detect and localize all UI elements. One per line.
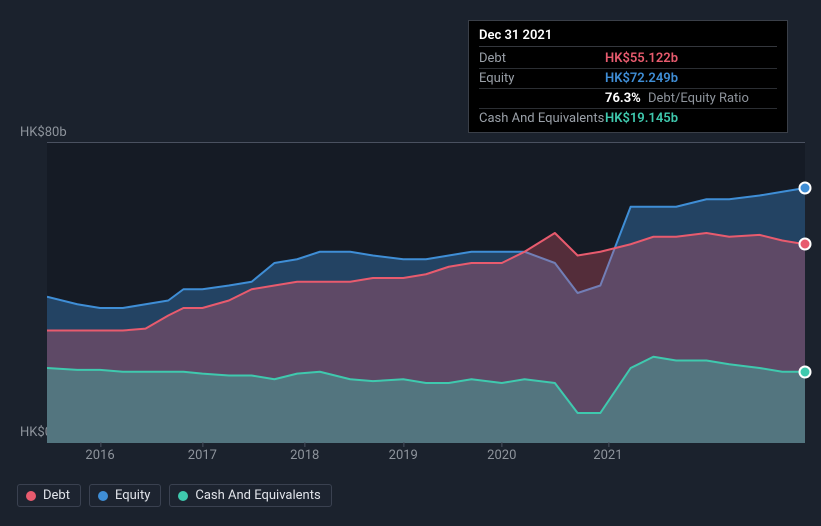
- endpoint-debt: [799, 238, 812, 251]
- tooltip-ratio-value: 76.3%: [605, 91, 641, 106]
- tooltip-cash-label: Cash And Equivalents: [479, 110, 605, 127]
- legend-label: Equity: [115, 488, 150, 503]
- legend-label: Debt: [43, 488, 70, 503]
- x-tick: 2019: [389, 448, 418, 463]
- legend-swatch-icon: [26, 491, 36, 501]
- endpoint-equity: [799, 182, 812, 195]
- chart-svg: [47, 143, 805, 443]
- legend-item-debt[interactable]: Debt: [17, 484, 81, 507]
- x-tick: 2017: [188, 448, 217, 463]
- legend-swatch-icon: [98, 491, 108, 501]
- legend-label: Cash And Equivalents: [195, 488, 320, 503]
- legend-item-cash[interactable]: Cash And Equivalents: [169, 484, 331, 507]
- legend: Debt Equity Cash And Equivalents: [17, 484, 332, 507]
- tooltip-debt-label: Debt: [479, 50, 605, 67]
- legend-item-equity[interactable]: Equity: [89, 484, 161, 507]
- x-tick: 2021: [593, 448, 622, 463]
- plot-area[interactable]: [47, 142, 805, 443]
- tooltip-cash-value: HK$19.145b: [605, 110, 678, 127]
- x-axis: 2016 2017 2018 2019 2020 2021: [47, 444, 805, 466]
- chart-root: Dec 31 2021 Debt HK$55.122b Equity HK$72…: [0, 0, 821, 526]
- tooltip-debt-value: HK$55.122b: [605, 50, 678, 67]
- legend-swatch-icon: [178, 491, 188, 501]
- x-tick: 2020: [487, 448, 516, 463]
- x-tick: 2018: [290, 448, 319, 463]
- tooltip-equity-label: Equity: [479, 70, 605, 87]
- tooltip-date: Dec 31 2021: [479, 27, 777, 47]
- y-axis-label-max: HK$80b: [20, 125, 67, 140]
- tooltip-equity-value: HK$72.249b: [605, 70, 678, 87]
- tooltip: Dec 31 2021 Debt HK$55.122b Equity HK$72…: [468, 20, 788, 133]
- endpoint-cash: [799, 365, 812, 378]
- tooltip-ratio-suffix: Debt/Equity Ratio: [648, 91, 749, 106]
- x-tick: 2016: [85, 448, 114, 463]
- tooltip-ratio-label: [479, 90, 605, 107]
